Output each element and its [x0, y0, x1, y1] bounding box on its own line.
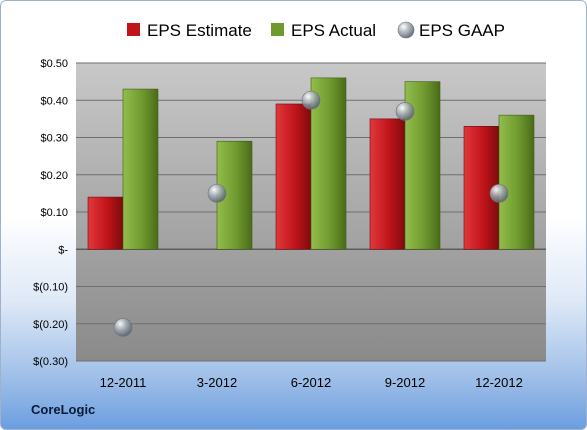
bar-eps-actual	[122, 88, 159, 250]
point-eps-gaap	[113, 318, 133, 337]
legend-item: EPS Actual	[271, 21, 376, 40]
green-square-icon	[271, 23, 284, 36]
point-eps-gaap	[207, 184, 227, 203]
legend-label: EPS Actual	[291, 21, 376, 40]
point-eps-gaap	[395, 102, 415, 121]
y-tick-label: $(0.10)	[33, 282, 68, 294]
legend-item: EPS GAAP	[397, 21, 505, 40]
bar-eps-actual	[498, 114, 535, 250]
x-tick-label: 12-2011	[100, 375, 147, 390]
red-square-icon	[127, 23, 140, 36]
legend-label: EPS Estimate	[147, 21, 252, 40]
legend-item: EPS Estimate	[127, 21, 252, 40]
gray-sphere-icon	[397, 21, 415, 39]
point-eps-gaap	[301, 90, 321, 110]
y-tick-label: $0.40	[40, 95, 68, 107]
y-tick-label: $(0.20)	[33, 319, 68, 331]
x-tick-label: 6-2012	[291, 375, 331, 390]
x-tick-label: 9-2012	[385, 375, 425, 390]
y-tick-label: $0.10	[40, 207, 68, 219]
bar-eps-estimate	[275, 103, 312, 250]
y-tick-label: $0.20	[40, 170, 68, 182]
y-tick-label: $0.30	[40, 133, 68, 145]
y-tick-label: $0.50	[40, 58, 68, 70]
x-tick-label: 3-2012	[197, 375, 237, 390]
y-tick-label: $-	[58, 244, 68, 256]
point-eps-gaap	[489, 184, 509, 203]
company-name: CoreLogic	[31, 402, 96, 417]
legend-label: EPS GAAP	[419, 21, 505, 40]
bar-eps-estimate	[369, 118, 406, 250]
y-tick-label: $(0.30)	[33, 356, 68, 368]
x-tick-label: 12-2012	[475, 375, 523, 390]
bar-eps-estimate	[87, 196, 124, 250]
